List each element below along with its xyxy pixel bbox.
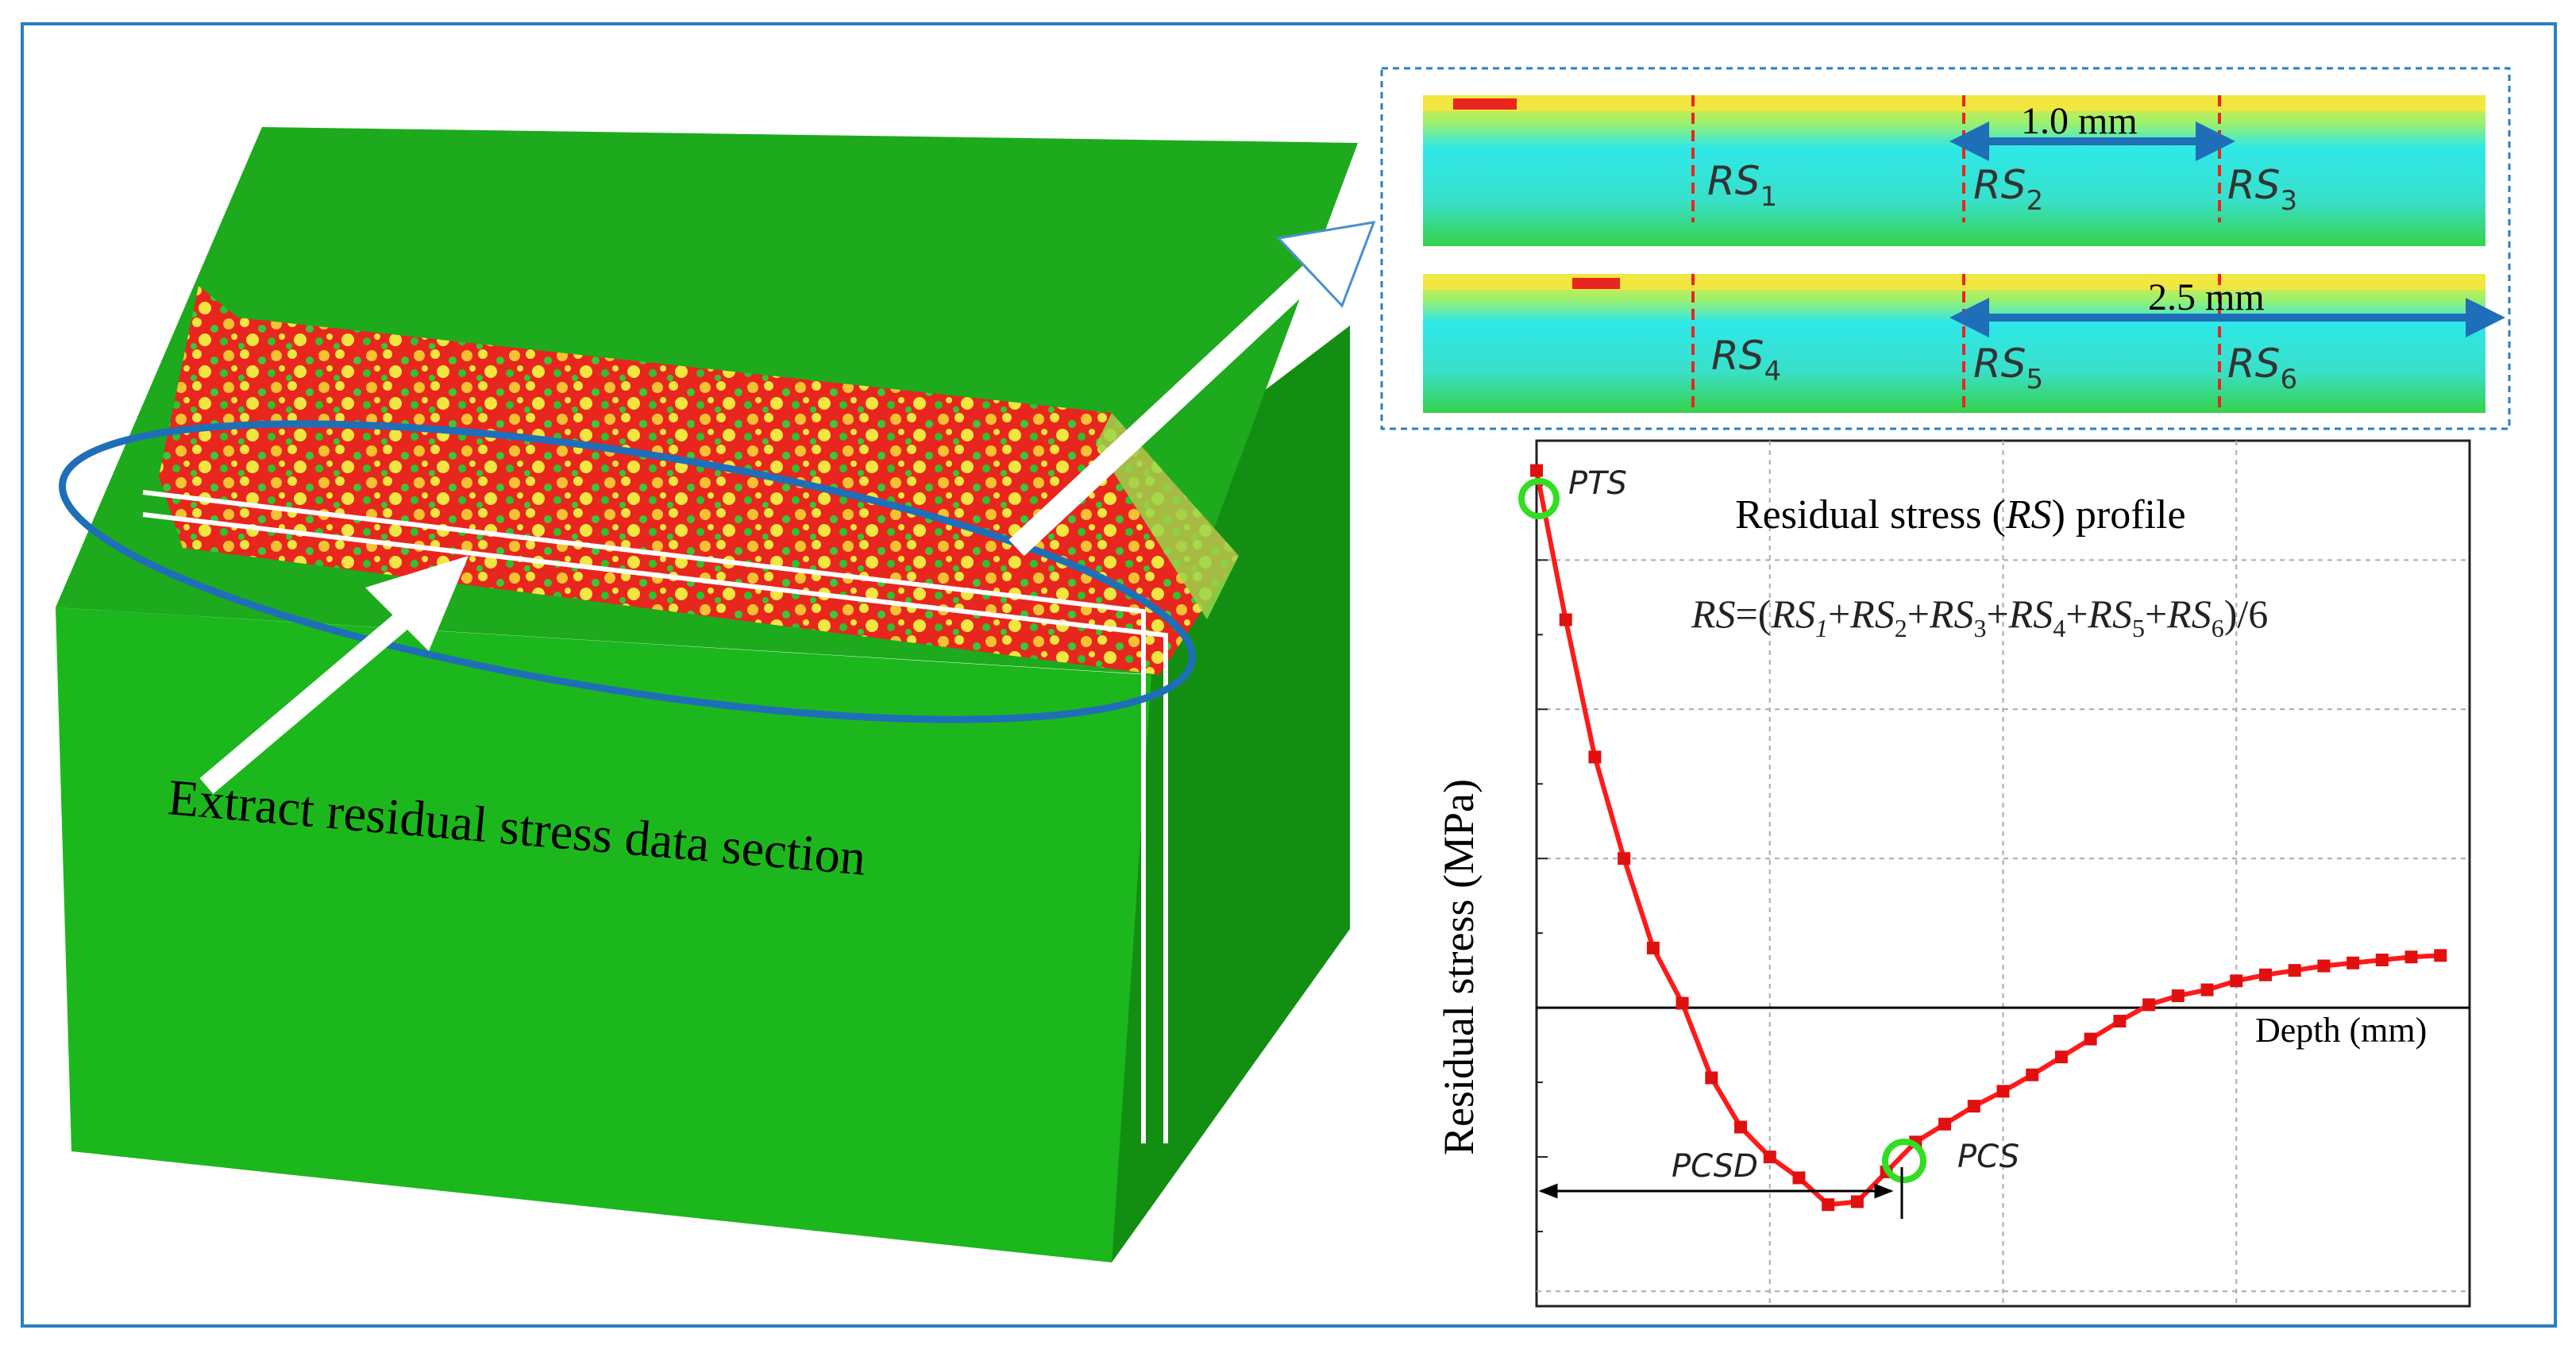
data-point — [2026, 1068, 2039, 1081]
data-point — [2317, 959, 2331, 973]
data-point — [2230, 974, 2243, 988]
data-point — [1763, 1151, 1776, 1164]
data-point — [1822, 1198, 1835, 1212]
data-point — [1705, 1071, 1718, 1085]
data-point — [1530, 464, 1543, 477]
slice-line-top — [142, 490, 1146, 1143]
marker-rs2: RS2 — [1973, 162, 2043, 217]
selection-ellipse — [58, 420, 1197, 723]
y-ticks — [1537, 484, 1548, 1233]
data-point — [1559, 613, 1572, 626]
data-point — [1996, 1085, 2010, 1098]
strip-top — [1423, 95, 2485, 246]
marker-rs3: RS3 — [2227, 162, 2297, 217]
groove-wall — [1096, 413, 1239, 619]
zoom-arrow — [1008, 221, 1376, 557]
pcs-label: PCS — [1957, 1139, 2019, 1175]
data-point — [2258, 968, 2272, 981]
data-point — [2054, 1050, 2068, 1064]
marker-rs6: RS6 — [2227, 341, 2297, 395]
data-point — [1938, 1117, 1952, 1131]
marker-rs5: RS5 — [1973, 341, 2043, 395]
data-point — [2113, 1015, 2127, 1028]
rs-profile-chart: PTS PCS PCSD Residual stress (RS) profil… — [1435, 439, 2471, 1308]
data-point — [2142, 998, 2156, 1012]
data-point — [1967, 1100, 1980, 1113]
data-point — [2347, 956, 2360, 969]
data-point — [2200, 983, 2214, 996]
outer-frame — [21, 22, 2557, 1328]
pts-label: PTS — [1568, 465, 1627, 502]
pcsd-label: PCSD — [1672, 1148, 1758, 1185]
data-point — [2171, 989, 2185, 1003]
x-axis-label: Depth (mm) — [2255, 1011, 2427, 1050]
gridlines — [1537, 441, 2470, 1306]
block-front-face — [56, 607, 1151, 1262]
pts-ring — [1518, 478, 1560, 519]
chart-title: Residual stress (RS) profile — [1735, 492, 2186, 538]
spacing-label-bottom: 2.5 mm — [2148, 276, 2265, 318]
marker-rs1: RS1 — [1707, 158, 1777, 213]
data-point — [1850, 1195, 1864, 1208]
y-axis-label: Residual stress (MPa) — [1435, 779, 1483, 1155]
data-point — [1792, 1171, 1806, 1185]
data-point — [2288, 964, 2301, 977]
data-point — [2434, 949, 2447, 962]
strip-bottom — [1423, 274, 2485, 413]
strips-panel-border — [1380, 67, 2511, 430]
data-point — [1676, 996, 1689, 1010]
extract-arrow — [199, 556, 469, 794]
data-point — [1734, 1120, 1748, 1134]
data-point — [1618, 852, 1631, 865]
slice-line-bottom — [142, 512, 1168, 1143]
strip-markers: RS1 RS2 RS3 RS4 RS5 RS6 — [1707, 158, 2297, 395]
specimen-block: Extract residual stress data section — [56, 127, 1376, 1262]
data-point — [1646, 941, 1660, 954]
data-point — [2084, 1032, 2097, 1046]
pcs-ring — [1882, 1139, 1926, 1183]
spacing-label-top: 1.0 mm — [2021, 100, 2138, 142]
rs-formula: RS=(RS1+RS2+RS3+RS4+RS5+RS6)/6 — [1691, 592, 2268, 642]
data-point — [1588, 750, 1602, 764]
marker-rs4: RS4 — [1711, 333, 1781, 387]
rs-curve — [1534, 470, 2441, 1208]
rs-points — [1530, 464, 2447, 1212]
data-point — [2375, 954, 2389, 966]
data-point — [2404, 950, 2418, 964]
